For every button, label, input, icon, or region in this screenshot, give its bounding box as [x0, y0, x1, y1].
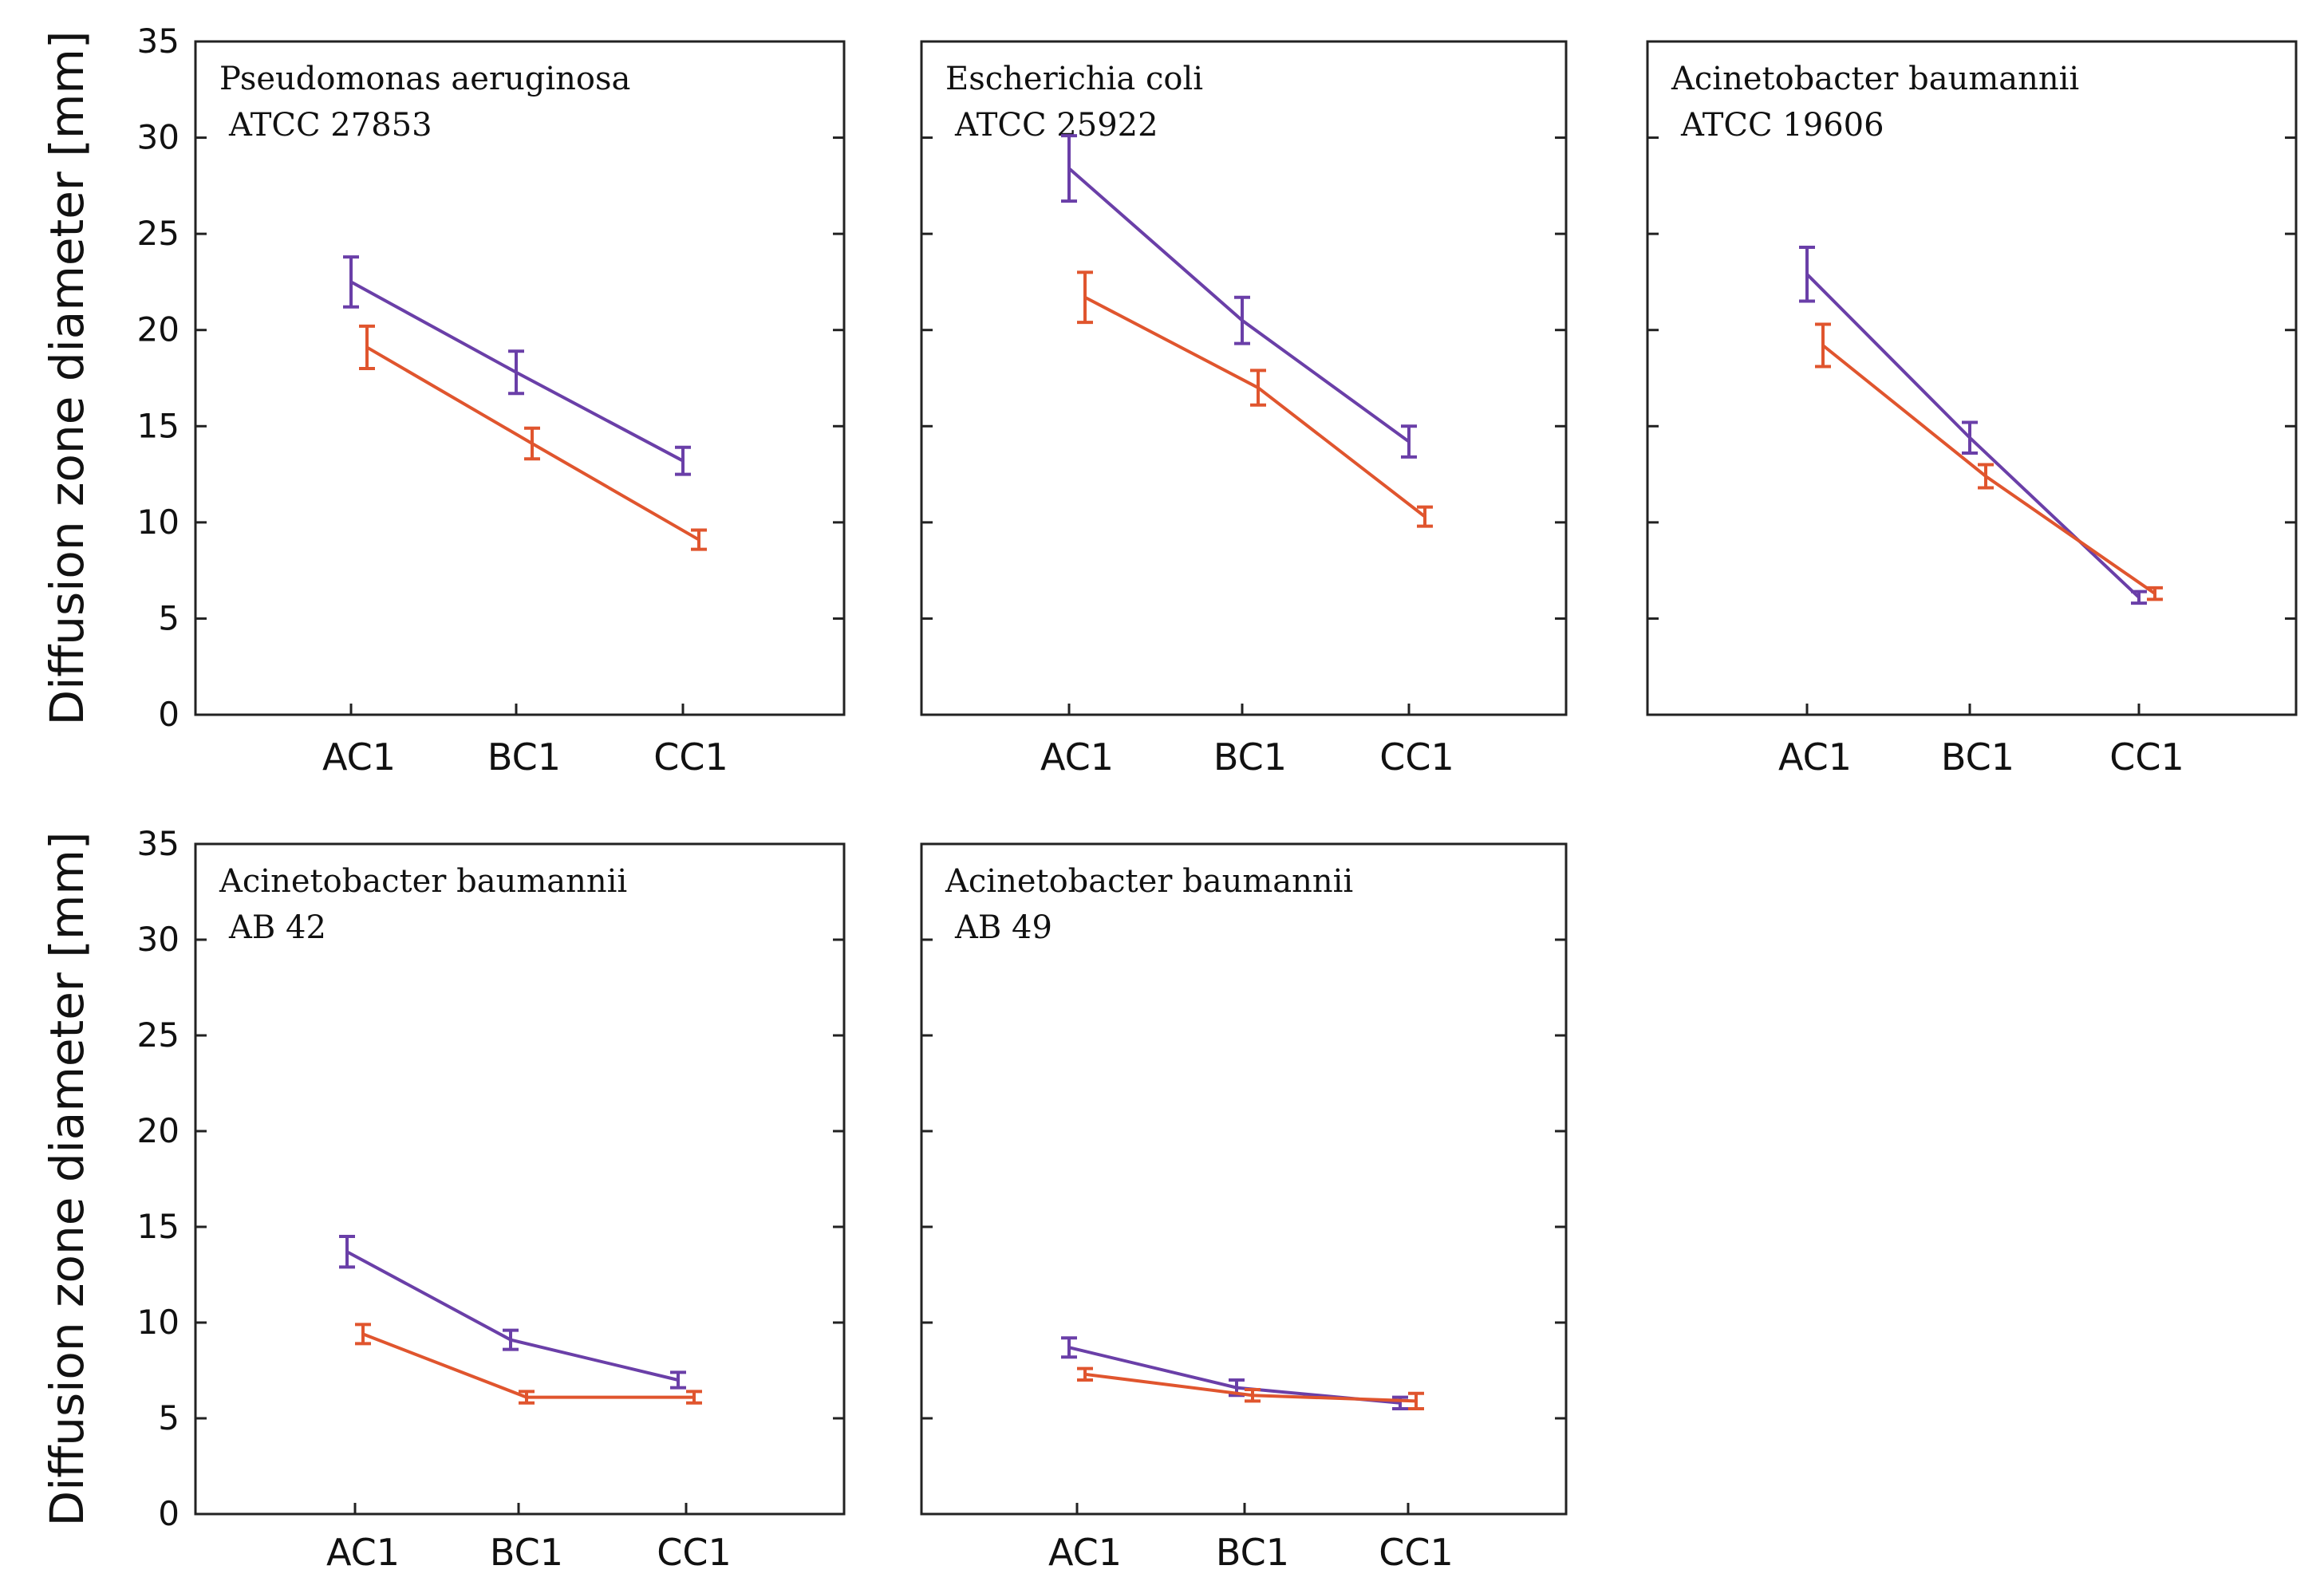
panel-title-line1: Pseudomonas aeruginosa: [219, 61, 630, 97]
x-tick-label: AC1: [1778, 735, 1852, 779]
x-tick-label: AC1: [1040, 735, 1114, 779]
panel-title-line2: AB 42: [228, 909, 326, 946]
x-tick-label: CC1: [657, 1531, 732, 1574]
panel-4: 0 5 10 15 20 25 30 35 AC1 BC1 CC1 Acinetobacter bau…: [137, 824, 846, 1574]
error-bar-point: [524, 426, 540, 461]
error-bar-point: [1245, 1388, 1261, 1403]
error-bar-point: [1799, 246, 1815, 303]
y-tick-label: 10: [137, 503, 180, 542]
error-bar-point: [503, 1328, 519, 1351]
y-axis-label: Diffusion zone diameter [mm]: [40, 832, 94, 1527]
x-tick-label: BC1: [1216, 1531, 1289, 1574]
plot-frame: [194, 40, 846, 716]
error-bar-point: [508, 349, 524, 396]
x-tick-label: CC1: [2109, 735, 2184, 779]
x-tick-label: CC1: [1379, 735, 1454, 779]
error-bar-point: [1061, 1336, 1077, 1359]
panel-title-line1: Escherichia coli: [945, 61, 1203, 97]
error-bar-point: [355, 1323, 371, 1346]
y-tick-label: 30: [137, 118, 180, 157]
error-bar-point: [1234, 295, 1250, 345]
error-bar-point: [339, 1235, 355, 1269]
x-tick-label: BC1: [490, 1531, 563, 1574]
error-bar-point: [1250, 369, 1266, 407]
error-bar-point: [2147, 586, 2163, 601]
panel-3: AC1 BC1 CC1 Acinetobacter baumannii ATCC 196…: [1646, 40, 2298, 779]
error-bar-point: [2131, 589, 2147, 605]
panel-title-line2: ATCC 27853: [228, 107, 432, 144]
x-tick-label: CC1: [653, 735, 728, 779]
error-bar-point: [343, 255, 359, 309]
panel-title-line1: Acinetobacter baumannii: [219, 863, 627, 900]
error-bar-point: [675, 445, 691, 476]
x-tick-label: BC1: [487, 735, 561, 779]
panel-1: 0 5 10 15 20 25 30 35 AC1 BC1 CC1 Pseudomonas aerug…: [137, 22, 846, 779]
panel-title-line1: Acinetobacter baumannii: [945, 863, 1353, 900]
x-tick-label: BC1: [1941, 735, 2014, 779]
panel-title-line2: AB 49: [954, 909, 1052, 946]
y-tick-label: 10: [137, 1303, 180, 1342]
error-bar-point: [670, 1370, 686, 1390]
error-bar-point: [1978, 463, 1994, 490]
y-tick-label: 25: [137, 214, 180, 253]
x-tick-label: AC1: [1048, 1531, 1122, 1574]
error-bar-point: [1417, 505, 1433, 528]
y-tick-label: 15: [137, 406, 180, 445]
error-bar-point: [691, 528, 707, 551]
y-tick-label: 35: [137, 22, 180, 61]
y-tick-label: 0: [158, 695, 180, 734]
error-bar-point: [359, 324, 375, 370]
error-bar-point: [1962, 420, 1978, 455]
panel-5: AC1 BC1 CC1 Acinetobacter baumannii AB 49: [920, 842, 1568, 1574]
x-tick-label: AC1: [322, 735, 396, 779]
y-tick-label: 25: [137, 1015, 180, 1055]
series-line-series_a: [1067, 167, 1411, 444]
x-tick-label: BC1: [1213, 735, 1287, 779]
y-tick-label: 5: [158, 598, 180, 637]
error-bar-point: [519, 1390, 535, 1405]
y-tick-label: 0: [158, 1494, 180, 1533]
y-tick-label: 30: [137, 920, 180, 959]
x-tick-label: CC1: [1379, 1531, 1454, 1574]
error-bar-point: [1061, 134, 1077, 203]
error-bar-point: [686, 1390, 702, 1405]
plot-frame: [1646, 40, 2298, 716]
error-bar-point: [1077, 270, 1093, 325]
x-tick-label: AC1: [326, 1531, 400, 1574]
error-bar-point: [1077, 1366, 1093, 1382]
panel-title-line1: Acinetobacter baumannii: [1671, 61, 2079, 97]
error-bar-point: [1815, 322, 1831, 369]
y-tick-label: 35: [137, 824, 180, 863]
series-line-series_a: [346, 1250, 679, 1382]
y-tick-label: 20: [137, 1111, 180, 1150]
y-tick-label: 20: [137, 310, 180, 349]
y-tick-label: 15: [137, 1207, 180, 1246]
y-tick-label: 5: [158, 1398, 180, 1437]
error-bar-point: [1401, 424, 1417, 459]
plot-frame: [920, 40, 1568, 716]
panel-title-line2: ATCC 25922: [954, 107, 1158, 144]
y-axis-label: Diffusion zone diameter [mm]: [40, 31, 94, 726]
panel-title-line2: ATCC 19606: [1680, 107, 1884, 144]
series-line-series_b: [1821, 344, 2156, 595]
panel-2: AC1 BC1 CC1 Escherichia coli ATCC 25922: [920, 40, 1568, 779]
error-bar-point: [1408, 1391, 1424, 1410]
